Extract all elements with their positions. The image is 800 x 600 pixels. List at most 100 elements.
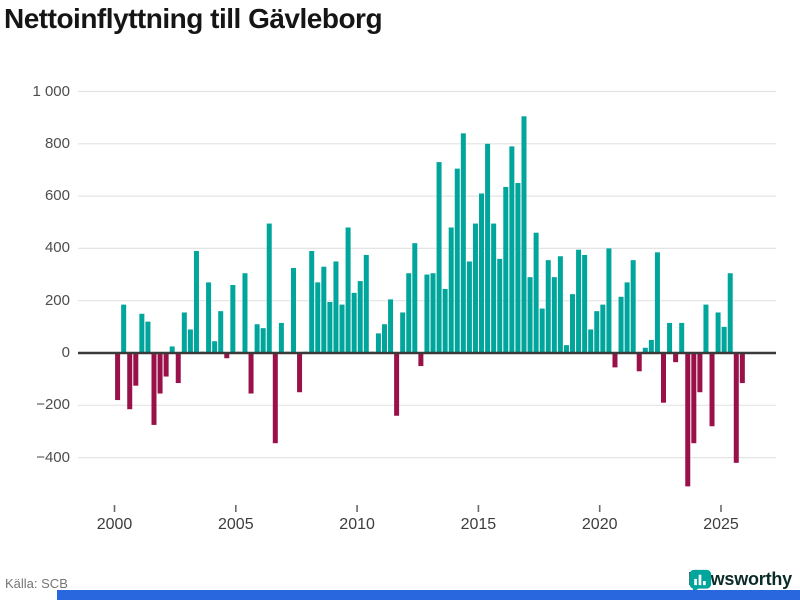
bar — [715, 312, 721, 353]
bar — [230, 285, 236, 353]
bar — [557, 256, 563, 354]
bar — [400, 312, 406, 353]
bar — [381, 324, 387, 354]
bar — [248, 353, 254, 394]
source-note: Källa: SCB — [5, 576, 68, 591]
bar — [709, 353, 715, 427]
bar — [127, 353, 133, 410]
y-axis-label: 200 — [44, 291, 70, 309]
x-axis-label: 2020 — [581, 516, 618, 533]
bar — [497, 258, 503, 353]
bar — [654, 252, 660, 353]
bar — [254, 324, 260, 354]
bar — [570, 294, 576, 353]
y-axis-label: 800 — [44, 134, 70, 152]
bar — [539, 308, 545, 353]
newsworthy-logo[interactable]: Newsworthy — [687, 569, 792, 594]
bar — [551, 277, 557, 353]
x-axis-label: 2025 — [703, 516, 739, 533]
newsworthy-logo-text: Newsworthy — [687, 569, 792, 589]
bar — [576, 249, 582, 353]
bar — [733, 353, 739, 463]
bar — [272, 353, 278, 444]
bar — [466, 261, 472, 354]
bar — [424, 274, 430, 353]
bar — [394, 353, 400, 416]
bar — [266, 223, 272, 353]
bar — [333, 261, 339, 354]
bar — [406, 273, 412, 353]
bar — [278, 322, 284, 353]
bar — [703, 304, 709, 353]
bar — [673, 353, 679, 363]
bar — [115, 353, 121, 401]
bar — [582, 254, 588, 353]
bar — [145, 321, 151, 353]
bar — [685, 353, 691, 487]
bar — [588, 329, 594, 353]
bar — [357, 281, 363, 353]
bar — [533, 232, 539, 353]
y-axis-label: 1 000 — [32, 82, 70, 100]
bar — [606, 248, 612, 353]
bar — [315, 282, 321, 353]
bar — [472, 223, 478, 353]
y-axis-label: 400 — [44, 239, 70, 257]
bar — [206, 282, 212, 353]
bar — [661, 353, 666, 403]
bar — [624, 282, 630, 353]
bar — [460, 133, 466, 353]
bar — [224, 353, 230, 359]
bar — [260, 328, 266, 353]
newsworthy-logo-icon — [689, 569, 712, 594]
y-axis-label: 600 — [44, 187, 70, 205]
bar — [193, 251, 199, 353]
bar — [412, 243, 418, 353]
bar — [515, 183, 521, 353]
y-axis-label: −400 — [36, 448, 70, 466]
bar — [509, 146, 515, 353]
bar — [636, 353, 642, 372]
bar — [175, 353, 181, 384]
bar — [212, 341, 218, 353]
bar — [187, 329, 193, 353]
bar — [727, 273, 733, 353]
bar — [181, 312, 187, 353]
bar — [594, 311, 600, 353]
bar — [436, 162, 442, 353]
bar — [697, 353, 703, 393]
bar — [545, 260, 551, 353]
bar — [327, 302, 333, 353]
bar — [503, 186, 509, 353]
bar — [169, 346, 175, 353]
bar — [375, 333, 381, 353]
x-axis-label: 2015 — [460, 516, 497, 533]
bar — [667, 322, 673, 353]
bar — [133, 353, 139, 386]
bar — [151, 353, 157, 425]
bar — [297, 353, 303, 393]
bar — [630, 260, 636, 353]
bar — [339, 304, 345, 353]
bar — [321, 266, 327, 353]
bar — [618, 296, 624, 353]
bar — [454, 168, 460, 353]
x-axis-label: 2005 — [218, 516, 254, 533]
chart-title: Nettoinflyttning till Gävleborg — [4, 3, 383, 34]
bar — [448, 227, 454, 353]
x-axis-label: 2010 — [339, 516, 375, 533]
bar — [163, 353, 169, 377]
bar — [691, 353, 697, 444]
bar — [648, 339, 654, 354]
bar — [491, 223, 497, 353]
bar — [345, 227, 351, 353]
bar — [612, 353, 618, 368]
bar — [242, 273, 248, 353]
bottom-blue-strip — [57, 590, 800, 600]
bar — [679, 322, 685, 353]
bar — [430, 273, 436, 353]
bar — [485, 143, 491, 353]
bar — [563, 345, 569, 353]
